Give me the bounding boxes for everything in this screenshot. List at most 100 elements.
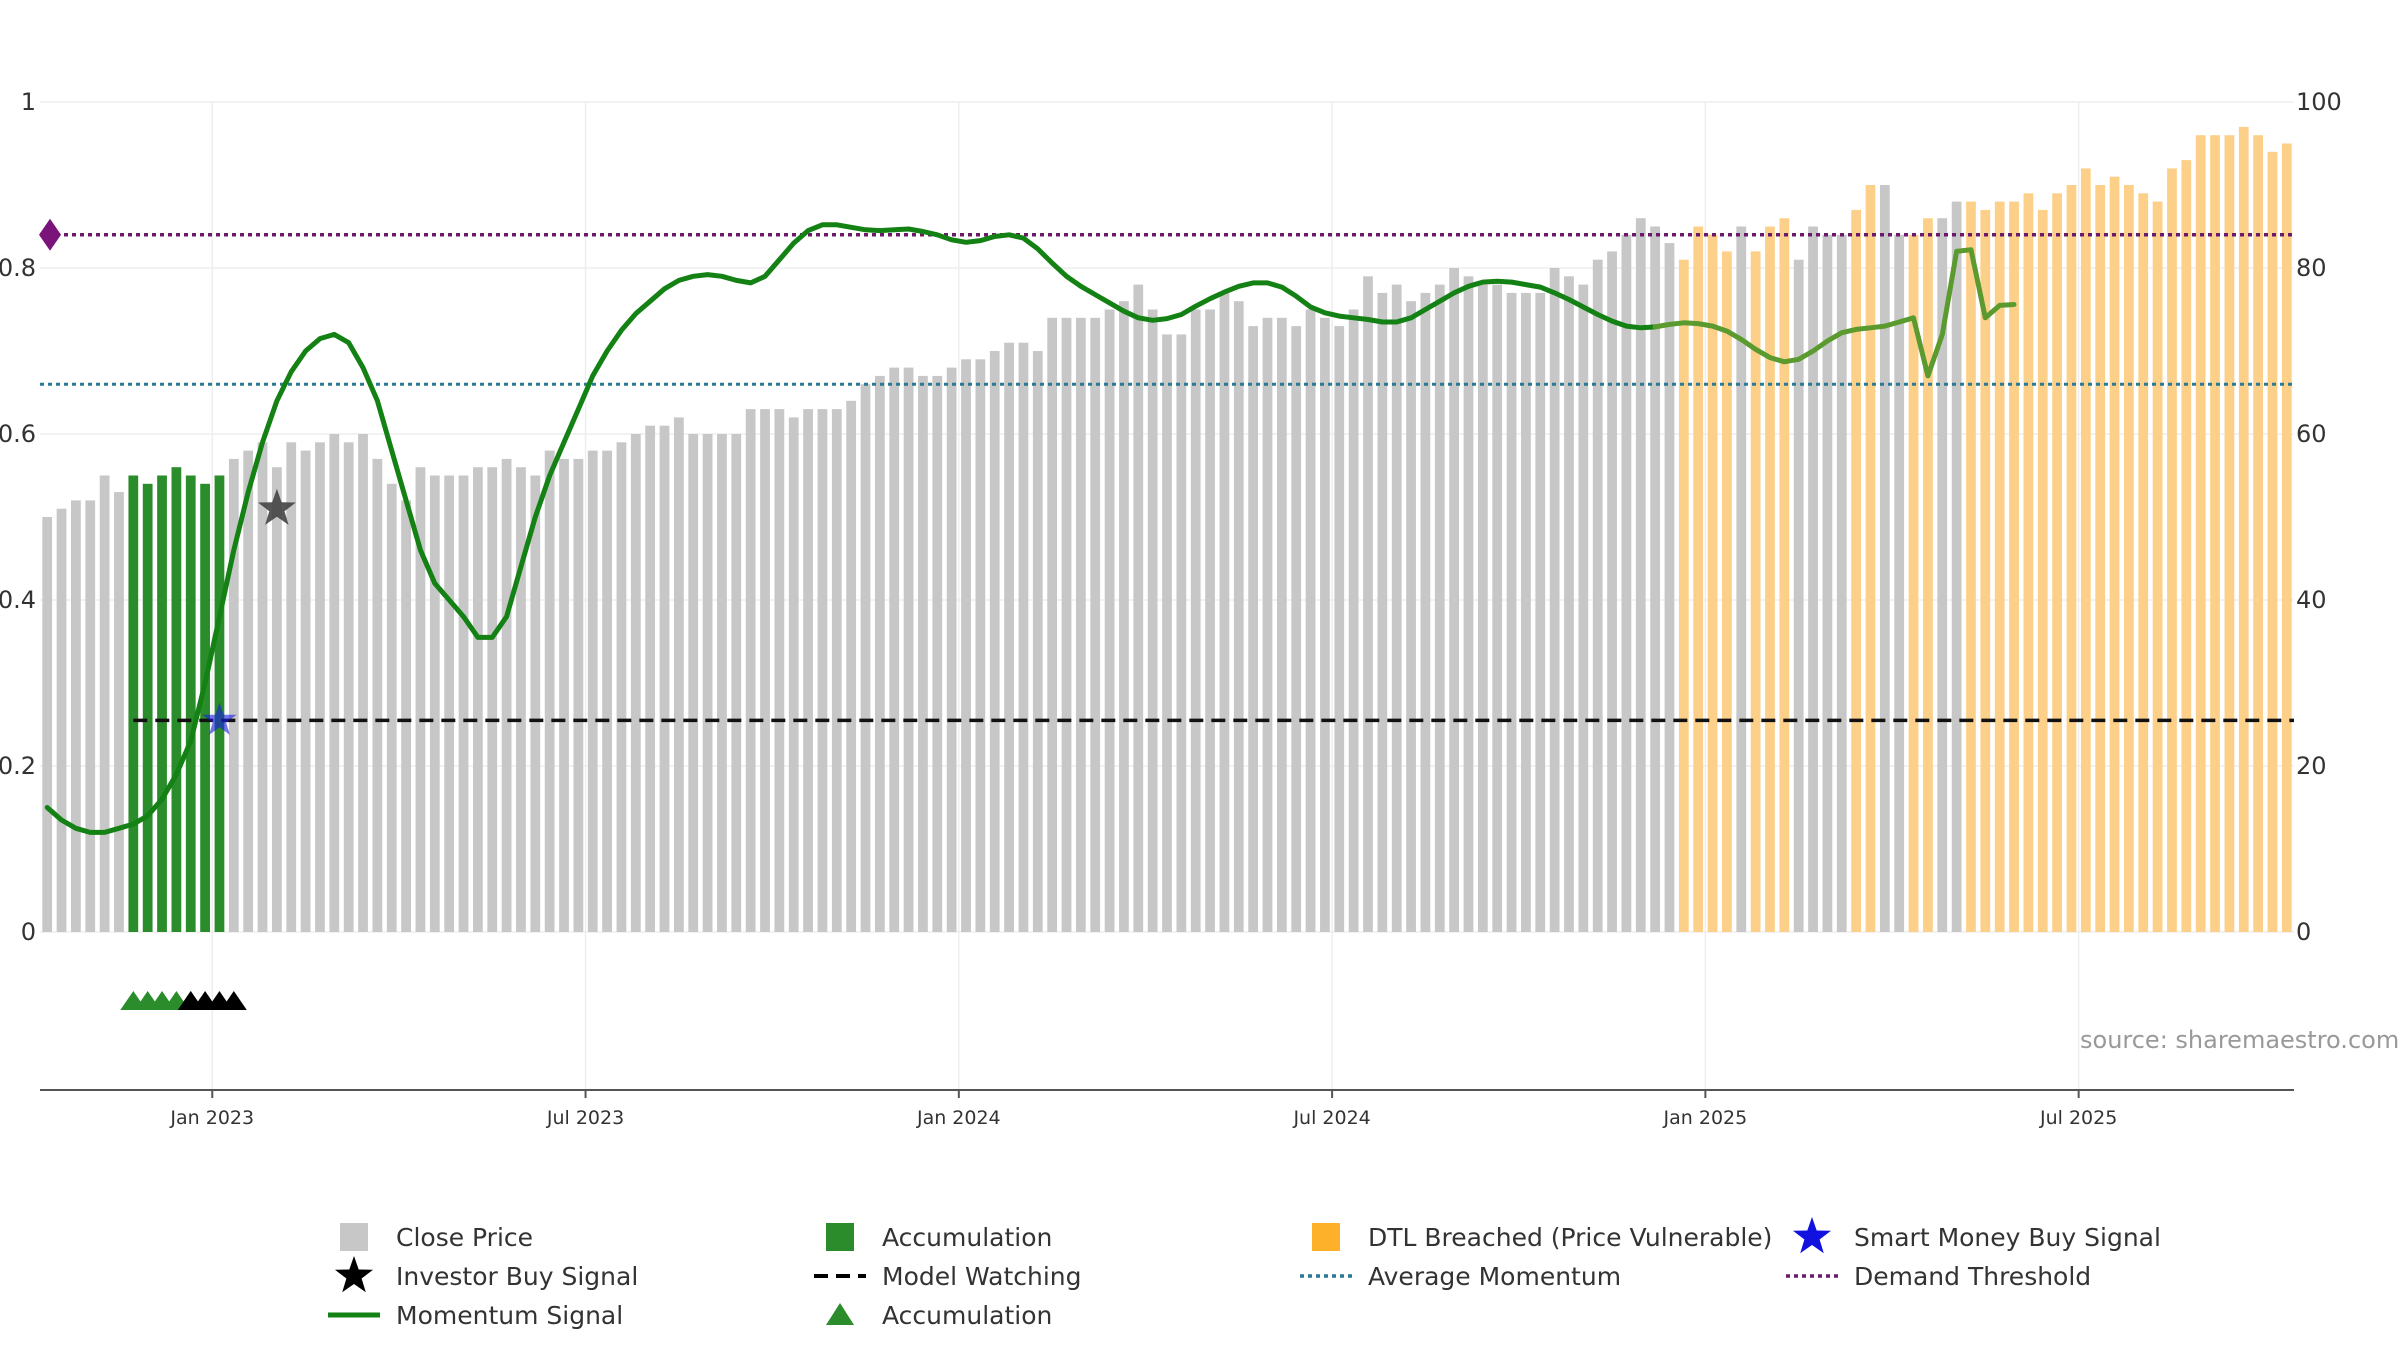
close-price-bar [1635,218,1646,932]
legend-label: Close Price [396,1223,533,1252]
close-price-bar [358,434,368,932]
legend-item-accumulation-triangle: Accumulation [826,1301,1052,1330]
close-price-bar [1320,317,1330,932]
dtl-breached-bar [1678,259,1689,932]
close-price-bar [1233,301,1244,932]
close-price-bar [1075,317,1086,932]
close-price-bar [587,450,598,932]
close-price-bar [71,500,81,932]
close-price-bar [1205,309,1215,932]
close-price-bar [803,409,813,933]
legend-swatch-dtl-breached [1312,1223,1340,1251]
close-price-bar [630,434,641,932]
dtl-breached-bar [2052,193,2062,933]
close-price-bar [602,450,612,932]
y-right-tick-label: 20 [2296,752,2327,780]
close-price-bar [903,367,914,933]
y-left-tick-label: 0 [21,918,36,946]
close-price-bar [286,442,297,932]
close-price-bar [42,517,53,932]
dtl-breached-bar [1851,209,1862,932]
close-price-bar [1032,351,1043,932]
close-price-bar [1449,268,1460,932]
close-price-bar [975,359,986,932]
close-price-bar [1090,317,1101,932]
close-price-bar [1793,259,1804,932]
legend-item-smart-money-buy-signal: Smart Money Buy Signal [1793,1217,2161,1254]
close-price-bar [1937,218,1948,932]
legend-item-demand-threshold: Demand Threshold [1786,1262,2091,1291]
dtl-breached-bar [2210,135,2220,932]
legend-star-investor-icon [335,1256,373,1293]
close-price-bar [1822,234,1833,933]
close-price-bar [516,467,526,932]
dtl-breached-bar [1779,218,1790,932]
accumulation-bar [200,483,210,932]
close-price-bar [1879,185,1890,932]
close-price-bar [372,458,383,932]
dtl-breached-bar [2267,151,2278,933]
close-price-bar [85,500,96,932]
close-price-bar [1607,251,1617,932]
close-price-bar [1664,243,1675,933]
close-price-bar [1492,284,1503,933]
close-price-bar [272,467,282,932]
dtl-breached-bar [2167,168,2177,932]
close-price-bar [1363,276,1373,932]
momentum-signal-line-late [1652,247,2017,379]
close-price-bar [1951,201,1962,933]
close-price-bar [1549,268,1560,932]
dtl-breached-bar [1980,209,1991,932]
close-price-bar [1291,326,1302,933]
close-price-bar [1578,284,1589,933]
close-price-bar [1147,309,1158,932]
legend-item-investor-buy-signal: Investor Buy Signal [335,1256,638,1293]
dtl-breached-bar [1707,234,1718,933]
dtl-breached-bar [1966,201,1976,933]
lines [40,222,2294,835]
dtl-breached-bar [1765,226,1775,932]
close-price-bar [645,425,656,932]
close-price-bar [1463,276,1474,932]
close-price-bar [860,384,871,932]
legend-swatch-close-price [340,1223,368,1251]
close-price-bar [1047,317,1058,932]
close-price-bar [874,375,885,932]
close-price-bar [1162,334,1172,932]
close-price-bar [1535,292,1546,932]
close-price-bar [760,409,770,933]
close-price-bar [1621,234,1632,933]
demand-threshold-marker [39,218,61,251]
close-price-bar [228,458,239,932]
close-price-bar [745,409,756,933]
x-tick-label: Jan 2024 [916,1107,1001,1129]
close-price-bar [1305,309,1316,932]
legend-label: Investor Buy Signal [396,1262,638,1291]
dtl-breached-bar [2009,201,2019,933]
legend-item-accumulation-bar: Accumulation [826,1223,1052,1252]
momentum-signal-line [44,222,1658,835]
close-price-bar [1104,309,1115,932]
dtl-breached-bar [2224,135,2235,932]
close-price-bar [1894,234,1905,933]
dtl-breached-bar [2109,176,2120,932]
legend-triangle-accumulation-icon [826,1303,854,1325]
close-price-bar [99,475,110,932]
close-price-bar [401,500,411,932]
dtl-breached-bar [2181,160,2192,933]
legend-label: DTL Breached (Price Vulnerable) [1368,1223,1772,1252]
close-price-bar [1391,284,1402,933]
source-label: source: sharemaestro.com [2080,1026,2399,1054]
close-price-bar [831,409,842,933]
close-price-bar [918,375,928,932]
close-price-bar [788,417,799,932]
legend-item-momentum-signal: Momentum Signal [328,1301,623,1330]
close-price-bar [1018,342,1029,932]
accumulation-bar [157,475,167,932]
dtl-breached-bar [1722,251,1732,932]
legend-label: Accumulation [882,1301,1052,1330]
x-tick-label: Jul 2024 [1292,1107,1370,1129]
close-price-bar [1477,284,1488,933]
y-left-tick-label: 0.4 [0,586,36,614]
legend-label: Momentum Signal [396,1301,623,1330]
